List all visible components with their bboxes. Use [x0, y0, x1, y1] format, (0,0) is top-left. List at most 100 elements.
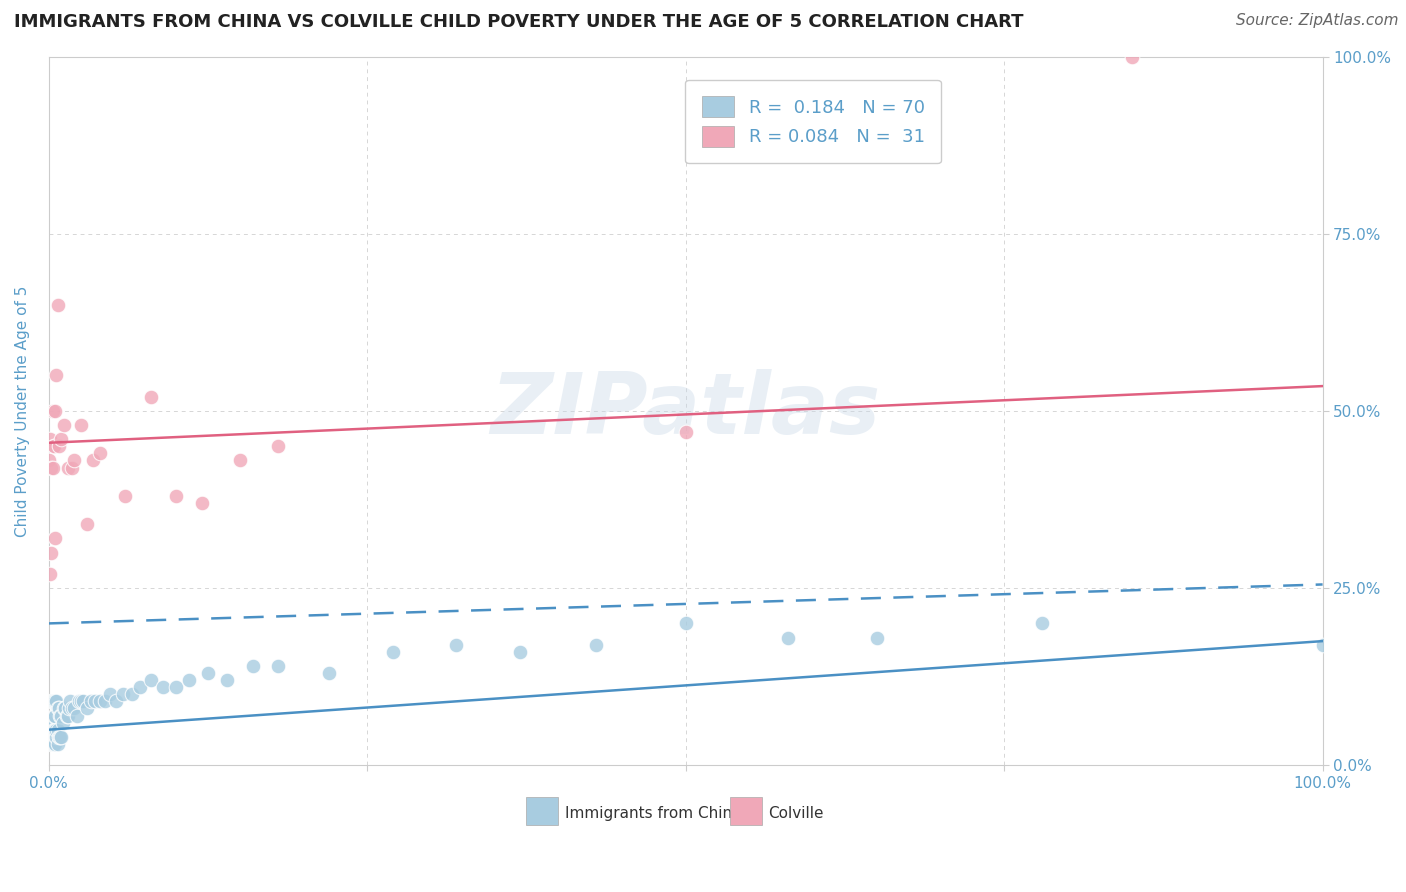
Point: [39, 460, 62, 475]
Point: [82, 453, 104, 467]
Point: [46, 737, 69, 751]
Point: [39, 715, 62, 730]
Point: [98, 687, 121, 701]
Point: [267, 439, 290, 453]
Point: [89, 446, 111, 460]
Point: [585, 638, 607, 652]
Point: [53, 418, 76, 433]
Point: [776, 631, 799, 645]
Point: [42, 439, 65, 453]
Point: [1031, 616, 1053, 631]
Point: [56, 708, 79, 723]
Point: [53, 701, 76, 715]
Text: Colville: Colville: [769, 805, 824, 821]
Point: [114, 489, 136, 503]
Point: [56, 460, 79, 475]
Point: [63, 701, 86, 715]
Point: [41, 694, 63, 708]
Point: [63, 453, 86, 467]
Point: [41, 404, 63, 418]
Point: [152, 680, 174, 694]
Point: [60, 701, 83, 715]
Point: [121, 687, 143, 701]
Point: [1312, 638, 1334, 652]
Point: [42, 723, 65, 737]
Bar: [730, 797, 762, 825]
Point: [509, 645, 531, 659]
Point: [41, 737, 63, 751]
Point: [46, 298, 69, 312]
Point: [72, 694, 94, 708]
Point: [45, 730, 67, 744]
Point: [229, 453, 252, 467]
Point: [55, 708, 77, 723]
Point: [111, 687, 134, 701]
Point: [42, 737, 65, 751]
Point: [83, 694, 105, 708]
Point: [39, 723, 62, 737]
Bar: [526, 797, 558, 825]
Point: [44, 694, 66, 708]
Y-axis label: Child Poverty Under the Age of 5: Child Poverty Under the Age of 5: [15, 285, 30, 537]
Point: [51, 708, 73, 723]
Point: [44, 737, 66, 751]
Point: [129, 680, 152, 694]
Point: [46, 701, 69, 715]
Point: [52, 715, 75, 730]
Point: [675, 425, 697, 439]
Point: [38, 453, 60, 467]
Point: [1121, 50, 1143, 64]
Point: [48, 730, 70, 744]
Point: [165, 680, 187, 694]
Point: [49, 730, 72, 744]
Point: [197, 665, 219, 680]
Point: [675, 616, 697, 631]
Point: [42, 439, 65, 453]
Point: [39, 730, 62, 744]
Point: [58, 701, 80, 715]
Point: [44, 404, 66, 418]
Point: [46, 723, 69, 737]
Point: [39, 432, 62, 446]
Point: [177, 673, 200, 687]
Point: [41, 715, 63, 730]
Text: Immigrants from China: Immigrants from China: [565, 805, 741, 821]
Point: [139, 390, 162, 404]
Point: [59, 694, 82, 708]
Point: [69, 418, 91, 433]
Point: [51, 432, 73, 446]
Point: [80, 694, 103, 708]
Point: [60, 460, 83, 475]
Point: [45, 694, 67, 708]
Point: [76, 701, 98, 715]
Point: [39, 694, 62, 708]
Point: [446, 638, 468, 652]
Point: [381, 645, 404, 659]
Text: IMMIGRANTS FROM CHINA VS COLVILLE CHILD POVERTY UNDER THE AGE OF 5 CORRELATION C: IMMIGRANTS FROM CHINA VS COLVILLE CHILD …: [14, 13, 1024, 31]
Point: [190, 496, 212, 510]
Point: [44, 708, 66, 723]
Point: [45, 368, 67, 383]
Point: [48, 439, 70, 453]
Point: [51, 730, 73, 744]
Text: ZIPatlas: ZIPatlas: [491, 369, 880, 452]
Point: [217, 673, 239, 687]
Point: [89, 694, 111, 708]
Point: [242, 659, 264, 673]
Point: [139, 673, 162, 687]
Point: [41, 723, 63, 737]
Point: [49, 708, 72, 723]
Point: [69, 694, 91, 708]
Point: [45, 723, 67, 737]
Point: [53, 701, 76, 715]
Point: [66, 708, 89, 723]
Point: [76, 517, 98, 532]
Point: [42, 694, 65, 708]
Point: [94, 694, 117, 708]
Text: Source: ZipAtlas.com: Source: ZipAtlas.com: [1236, 13, 1399, 29]
Point: [42, 708, 65, 723]
Point: [41, 460, 63, 475]
Point: [44, 723, 66, 737]
Point: [44, 532, 66, 546]
Point: [866, 631, 889, 645]
